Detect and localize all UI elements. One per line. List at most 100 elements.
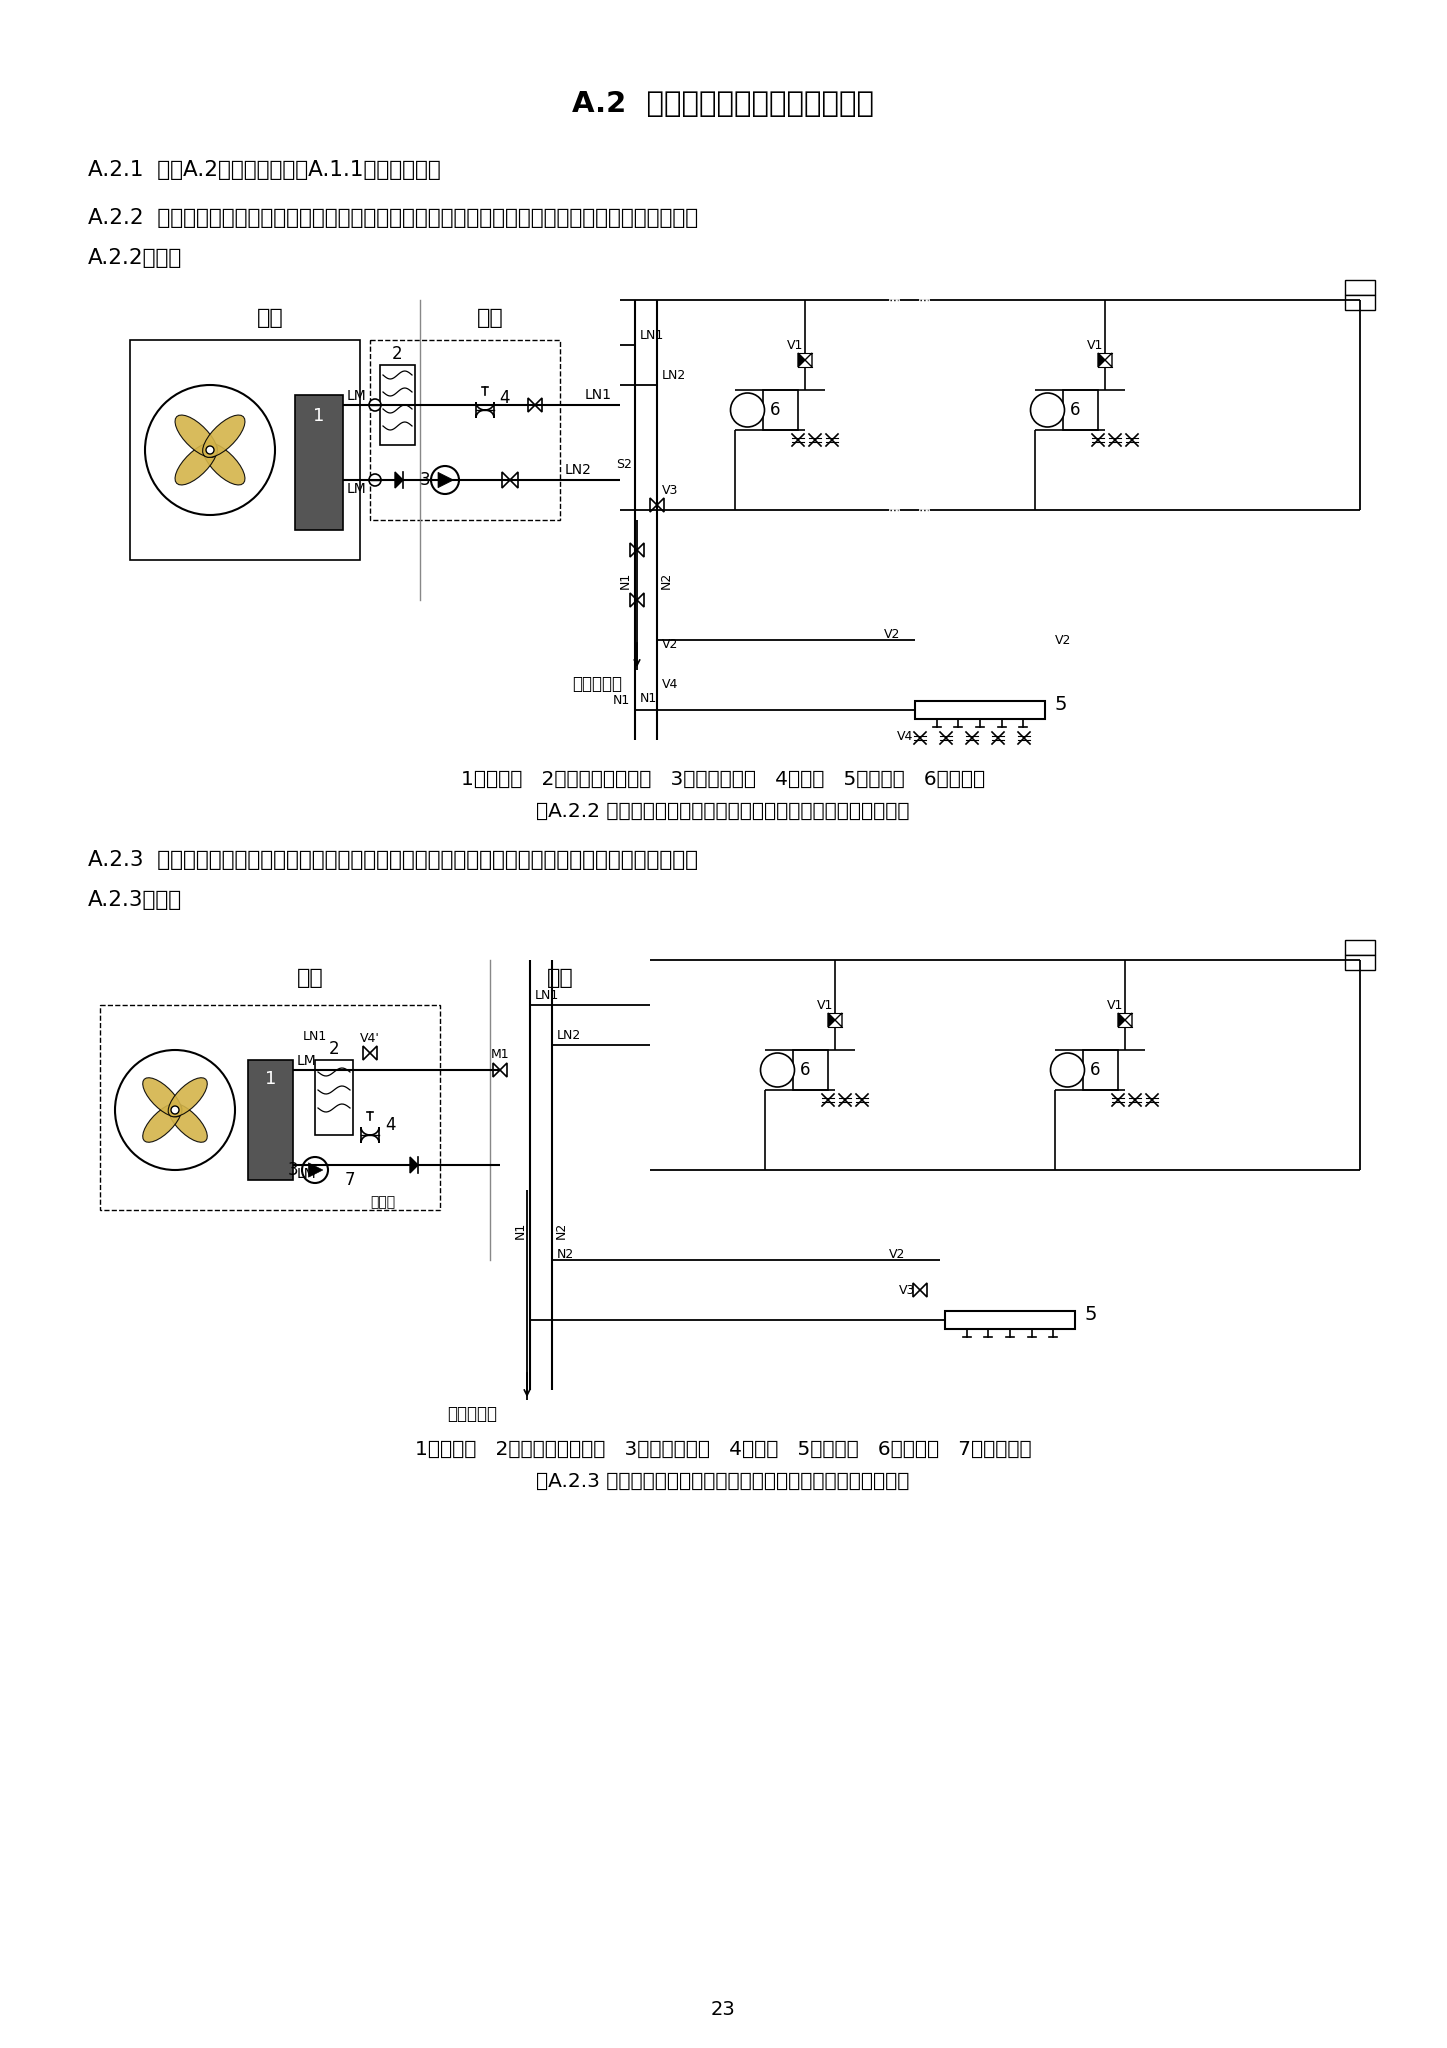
Circle shape xyxy=(369,399,381,412)
Polygon shape xyxy=(143,1077,182,1116)
Text: 1: 1 xyxy=(265,1069,276,1087)
Text: V1: V1 xyxy=(1107,999,1123,1012)
Circle shape xyxy=(114,1051,234,1169)
Text: 3: 3 xyxy=(420,471,430,489)
Bar xyxy=(1346,281,1375,295)
Polygon shape xyxy=(476,401,493,418)
Polygon shape xyxy=(410,1157,418,1174)
Text: 1: 1 xyxy=(314,408,324,426)
Text: N1: N1 xyxy=(640,692,657,705)
Circle shape xyxy=(761,1053,794,1087)
Polygon shape xyxy=(175,442,217,485)
Polygon shape xyxy=(1119,1014,1124,1026)
Polygon shape xyxy=(629,543,644,557)
Text: V4: V4 xyxy=(897,729,913,743)
Polygon shape xyxy=(360,1126,379,1143)
Text: LN1: LN1 xyxy=(585,387,612,401)
Text: V1: V1 xyxy=(816,999,833,1012)
Bar xyxy=(1346,954,1375,971)
Text: 1室外主机   2制冷剂－水换热器   3冷热水循环泵   4膨胀罐   5分集水器   6风机盘管   7自动补液阀: 1室外主机 2制冷剂－水换热器 3冷热水循环泵 4膨胀罐 5分集水器 6风机盘管… xyxy=(415,1440,1032,1458)
Bar xyxy=(1082,1051,1117,1090)
Text: 2: 2 xyxy=(328,1040,339,1059)
Text: 6: 6 xyxy=(1090,1061,1100,1079)
Bar xyxy=(1346,940,1375,954)
Text: 3: 3 xyxy=(288,1161,298,1180)
Bar xyxy=(1346,295,1375,309)
Text: V2: V2 xyxy=(884,629,900,641)
Bar xyxy=(130,340,360,559)
Text: V1: V1 xyxy=(787,340,803,352)
Text: N2: N2 xyxy=(660,571,673,588)
Text: A.2.3所示。: A.2.3所示。 xyxy=(88,891,182,909)
Text: LN1: LN1 xyxy=(640,330,664,342)
Text: N2: N2 xyxy=(556,1221,569,1239)
Polygon shape xyxy=(629,594,644,606)
Text: 自来水补水: 自来水补水 xyxy=(572,676,622,692)
Circle shape xyxy=(302,1157,328,1184)
Polygon shape xyxy=(363,1047,378,1061)
Text: 室外: 室外 xyxy=(256,307,284,328)
Text: 5: 5 xyxy=(1055,696,1068,715)
Text: V3: V3 xyxy=(661,483,679,496)
Text: 自来水补水: 自来水补水 xyxy=(447,1405,496,1423)
Circle shape xyxy=(431,467,459,494)
Polygon shape xyxy=(1124,1014,1132,1026)
Text: A.2.1  附录A.2中系统图按照表A.1.1中图例绘制。: A.2.1 附录A.2中系统图按照表A.1.1中图例绘制。 xyxy=(88,160,441,180)
Text: 室内: 室内 xyxy=(547,969,573,987)
Text: LM: LM xyxy=(347,389,366,403)
Text: N1: N1 xyxy=(619,571,632,588)
Text: 室外: 室外 xyxy=(297,969,323,987)
Bar xyxy=(763,389,797,430)
Bar xyxy=(247,1061,292,1180)
Text: V2: V2 xyxy=(661,639,679,651)
Text: 6: 6 xyxy=(1069,401,1081,420)
Text: 23: 23 xyxy=(710,2001,735,2019)
Text: 5: 5 xyxy=(1085,1305,1097,1325)
Bar xyxy=(1062,389,1097,430)
Bar xyxy=(915,700,1045,719)
Bar xyxy=(100,1006,440,1210)
Polygon shape xyxy=(493,1063,506,1077)
Text: V1: V1 xyxy=(1087,340,1103,352)
Text: LN2: LN2 xyxy=(557,1028,582,1042)
Bar xyxy=(295,395,343,530)
Text: A.2  户式空气源热泵机组系统示例: A.2 户式空气源热泵机组系统示例 xyxy=(572,90,874,119)
Text: 4: 4 xyxy=(385,1116,395,1135)
Polygon shape xyxy=(168,1077,207,1116)
Text: 1室外主机   2制冷剂－水换热器   3冷热水循环泵   4膨胀罐   5分集水器   6风机盘管: 1室外主机 2制冷剂－水换热器 3冷热水循环泵 4膨胀罐 5分集水器 6风机盘管 xyxy=(462,770,985,788)
Polygon shape xyxy=(395,471,404,487)
Text: 图A.2.3 空气源热泵冷热水机组供暖、空调两用系统原理图（二）: 图A.2.3 空气源热泵冷热水机组供暖、空调两用系统原理图（二） xyxy=(537,1473,910,1491)
Polygon shape xyxy=(438,473,453,487)
Text: LN1: LN1 xyxy=(535,989,559,1001)
Text: A.2.3  制冷剂－水换热器和水路系统设备、配件设在室外的空气源热泵冷热水机组两用系统原理图如图: A.2.3 制冷剂－水换热器和水路系统设备、配件设在室外的空气源热泵冷热水机组两… xyxy=(88,850,697,870)
Bar xyxy=(945,1311,1075,1329)
Text: V2: V2 xyxy=(1055,633,1071,647)
Text: M1: M1 xyxy=(491,1049,509,1061)
Polygon shape xyxy=(1098,352,1106,367)
Bar xyxy=(370,340,560,520)
Polygon shape xyxy=(528,397,543,412)
Circle shape xyxy=(205,446,214,455)
Circle shape xyxy=(1030,393,1065,426)
Text: LN2: LN2 xyxy=(661,369,686,383)
Text: V3: V3 xyxy=(899,1284,915,1296)
Text: 6: 6 xyxy=(800,1061,810,1079)
Polygon shape xyxy=(502,471,518,487)
Text: 4: 4 xyxy=(499,389,509,408)
Text: 注液口: 注液口 xyxy=(370,1194,395,1208)
Bar xyxy=(381,365,415,444)
Text: A.2.2所示。: A.2.2所示。 xyxy=(88,248,182,268)
Text: LN2: LN2 xyxy=(564,463,592,477)
Bar xyxy=(793,1051,828,1090)
Polygon shape xyxy=(913,1282,928,1296)
Polygon shape xyxy=(797,352,805,367)
Text: 7: 7 xyxy=(344,1171,356,1190)
Text: 室内: 室内 xyxy=(476,307,504,328)
Text: N1: N1 xyxy=(514,1221,527,1239)
Text: LM: LM xyxy=(297,1167,317,1182)
Text: LM: LM xyxy=(347,481,366,496)
Circle shape xyxy=(731,393,764,426)
Polygon shape xyxy=(828,1014,835,1026)
Text: V2: V2 xyxy=(888,1249,904,1262)
Polygon shape xyxy=(650,498,664,512)
